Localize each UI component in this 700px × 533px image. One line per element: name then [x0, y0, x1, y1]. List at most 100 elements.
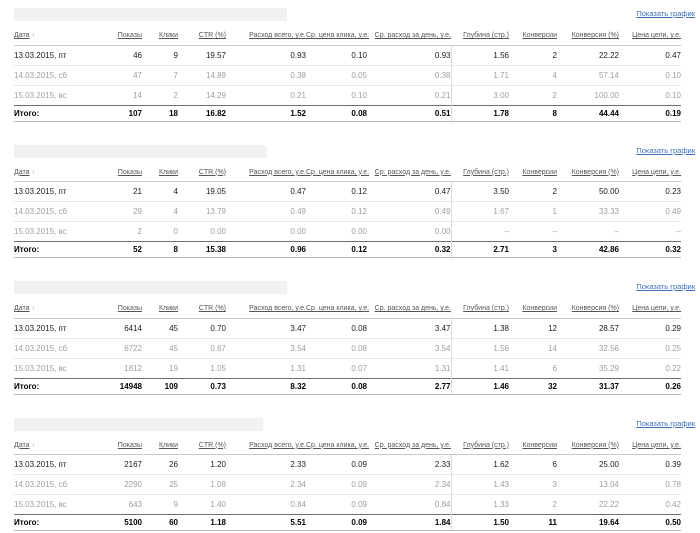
column-header[interactable]: Цена цели, у.е. [619, 163, 681, 182]
column-header[interactable]: Глубина (стр.) [451, 163, 509, 182]
column-header[interactable]: Конверсия (%) [557, 300, 619, 319]
date-cell: 14.03.2015, сб [14, 201, 108, 222]
value-cell: 14.29 [205, 90, 226, 100]
value-cell: 6722 [108, 338, 142, 359]
column-header-label[interactable]: CTR (%) [198, 441, 226, 449]
column-header-label[interactable]: CTR (%) [198, 168, 226, 176]
column-header[interactable]: Глубина (стр.) [451, 436, 509, 455]
column-header[interactable]: Ср. цена клика, у.е. [306, 300, 370, 319]
column-header-label[interactable]: Расход всего, у.е. [249, 441, 306, 449]
column-header-label[interactable]: Цена цели, у.е. [632, 441, 681, 449]
column-header[interactable]: Дата ↑ [14, 436, 108, 455]
column-header-label[interactable]: Конверсии [522, 441, 557, 449]
column-header[interactable]: Клики [142, 300, 178, 319]
column-header-label[interactable]: Показы [117, 305, 142, 313]
column-header[interactable]: Клики [142, 27, 178, 46]
column-header[interactable]: Глубина (стр.) [451, 300, 509, 319]
column-header-label[interactable]: Расход всего, у.е. [249, 168, 306, 176]
column-header-label[interactable]: Конверсия (%) [571, 32, 619, 40]
column-header[interactable]: Дата ↑ [14, 300, 108, 319]
column-header[interactable]: Конверсии [509, 27, 557, 46]
column-header[interactable]: Ср. расход за день, у.е. [367, 300, 451, 319]
show-chart-link[interactable]: Показать график [636, 145, 695, 155]
column-header[interactable]: Ср. цена клика, у.е. [306, 436, 370, 455]
column-header-label[interactable]: Дата [14, 32, 30, 40]
totals-value-cell: 3 [509, 241, 557, 258]
column-header-label[interactable]: Ср. расход за день, у.е. [374, 305, 451, 313]
column-header-label[interactable]: Показы [117, 32, 142, 40]
show-chart-link[interactable]: Показать график [636, 418, 695, 428]
column-header-label[interactable]: Клики [158, 441, 178, 449]
column-header-label[interactable]: Конверсия (%) [571, 168, 619, 176]
column-header-label[interactable]: Ср. цена клика, у.е. [306, 441, 370, 449]
column-header-label[interactable]: Цена цели, у.е. [632, 168, 681, 176]
column-header[interactable]: Конверсия (%) [557, 163, 619, 182]
column-header[interactable]: Дата ↑ [14, 27, 108, 46]
column-header-label[interactable]: Расход всего, у.е. [249, 32, 306, 40]
column-header[interactable]: Цена цели, у.е. [619, 436, 681, 455]
column-header[interactable]: Показы [108, 300, 142, 319]
column-header[interactable]: Конверсия (%) [557, 436, 619, 455]
column-header-label[interactable]: Цена цели, у.е. [632, 32, 681, 40]
column-header-label[interactable]: Дата [14, 168, 30, 176]
column-header[interactable]: CTR (%) [178, 436, 226, 455]
column-header-label[interactable]: Конверсии [522, 32, 557, 40]
column-header-label[interactable]: Клики [158, 305, 178, 313]
column-header-label[interactable]: Клики [158, 168, 178, 176]
column-header[interactable]: Конверсия (%) [557, 27, 619, 46]
column-header-label[interactable]: Клики [158, 32, 178, 40]
column-header[interactable]: Клики [142, 436, 178, 455]
column-header[interactable]: Цена цели, у.е. [619, 300, 681, 319]
column-header-label[interactable]: Конверсия (%) [571, 305, 619, 313]
column-header[interactable]: Цена цели, у.е. [619, 27, 681, 46]
show-chart-link[interactable]: Показать график [636, 9, 695, 18]
column-header[interactable]: Ср. цена клика, у.е. [306, 163, 370, 182]
column-header[interactable]: Ср. расход за день, у.е. [367, 436, 451, 455]
column-header[interactable]: Ср. цена клика, у.е. [306, 27, 370, 46]
column-header[interactable]: Расход всего, у.е. [226, 27, 306, 46]
column-header[interactable]: Расход всего, у.е. [226, 300, 306, 319]
column-header[interactable]: Конверсии [509, 163, 557, 182]
value-cell: 46 [108, 45, 142, 66]
column-header-label[interactable]: Цена цели, у.е. [632, 305, 681, 313]
column-header-label[interactable]: Ср. цена клика, у.е. [306, 32, 370, 40]
column-header-label[interactable]: Ср. цена клика, у.е. [306, 305, 370, 313]
value-cell: 0.49 [619, 201, 681, 222]
column-header-label[interactable]: Глубина (стр.) [463, 32, 509, 40]
column-header-label[interactable]: Конверсия (%) [571, 441, 619, 449]
column-header[interactable]: Конверсии [509, 436, 557, 455]
value-cell: 2290 [108, 474, 142, 495]
column-header[interactable]: Ср. расход за день, у.е. [367, 163, 451, 182]
column-header[interactable]: Расход всего, у.е. [226, 436, 306, 455]
column-header[interactable]: CTR (%) [178, 163, 226, 182]
column-header-label[interactable]: Показы [117, 441, 142, 449]
column-header-label[interactable]: Дата [14, 305, 30, 313]
column-header[interactable]: CTR (%) [178, 27, 226, 46]
column-header-label[interactable]: CTR (%) [198, 305, 226, 313]
column-header-label[interactable]: CTR (%) [198, 32, 226, 40]
column-header-label[interactable]: Ср. цена клика, у.е. [306, 168, 370, 176]
show-chart-link[interactable]: Показать график [636, 282, 695, 291]
column-header[interactable]: CTR (%) [178, 300, 226, 319]
column-header[interactable]: Конверсии [509, 300, 557, 319]
column-header-label[interactable]: Конверсии [522, 168, 557, 176]
column-header[interactable]: Показы [108, 436, 142, 455]
column-header[interactable]: Глубина (стр.) [451, 27, 509, 46]
column-header[interactable]: Ср. расход за день, у.е. [367, 27, 451, 46]
column-header-label[interactable]: Дата [14, 441, 30, 449]
column-header-label[interactable]: Расход всего, у.е. [249, 305, 306, 313]
column-header-label[interactable]: Ср. расход за день, у.е. [374, 168, 451, 176]
column-header-label[interactable]: Ср. расход за день, у.е. [374, 441, 451, 449]
column-header-label[interactable]: Показы [117, 168, 142, 176]
column-header-label[interactable]: Глубина (стр.) [463, 168, 509, 176]
column-header[interactable]: Расход всего, у.е. [226, 163, 306, 182]
column-header-label[interactable]: Глубина (стр.) [463, 305, 509, 313]
column-header[interactable]: Показы [108, 27, 142, 46]
value-cell: 0.49 [367, 201, 451, 222]
column-header[interactable]: Показы [108, 163, 142, 182]
column-header-label[interactable]: Ср. расход за день, у.е. [374, 32, 451, 40]
column-header-label[interactable]: Глубина (стр.) [463, 441, 509, 449]
column-header[interactable]: Клики [142, 163, 178, 182]
column-header[interactable]: Дата ↑ [14, 163, 108, 182]
column-header-label[interactable]: Конверсии [522, 305, 557, 313]
